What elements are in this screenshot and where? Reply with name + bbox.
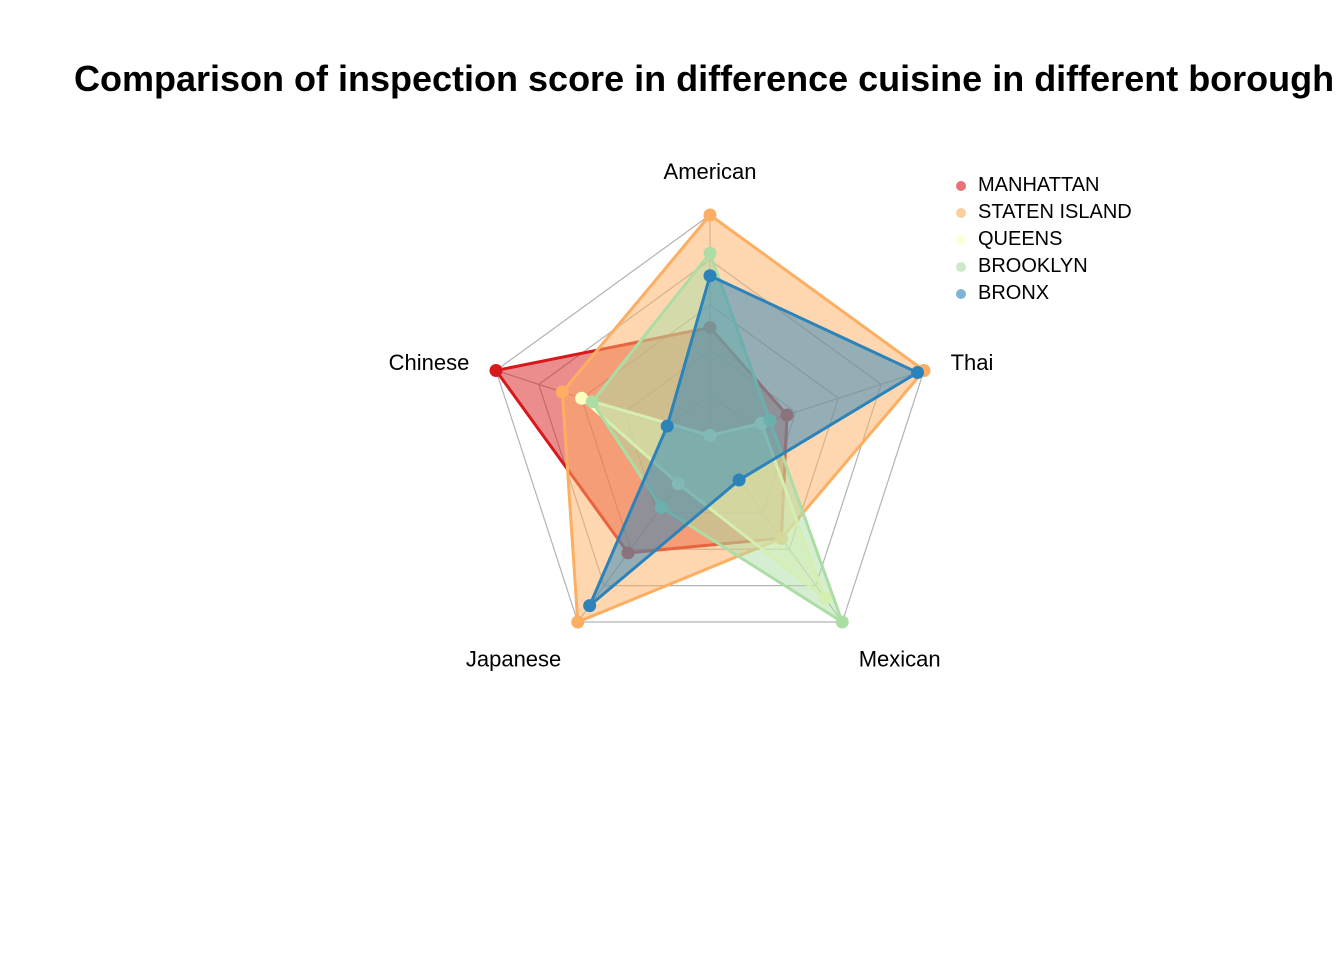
legend-item-staten-island[interactable]: STATEN ISLAND (956, 199, 1132, 226)
axis-label-japanese: Japanese (466, 647, 561, 672)
series-area-bronx (588, 274, 920, 608)
data-point-bronx-american[interactable] (703, 269, 717, 283)
legend-label-bronx: BRONX (978, 282, 1050, 304)
legend-swatch-manhattan (956, 180, 966, 191)
data-point-staten-island-japanese[interactable] (571, 615, 585, 629)
data-point-staten-island-chinese[interactable] (555, 385, 569, 399)
chart-title: Comparison of inspection score in differ… (74, 58, 1335, 99)
data-point-staten-island-american[interactable] (703, 208, 717, 222)
data-point-brooklyn-mexican[interactable] (835, 615, 849, 629)
data-point-bronx-chinese[interactable] (660, 419, 674, 433)
legend-item-queens[interactable]: QUEENS (956, 226, 1132, 253)
axis-label-american: American (664, 159, 757, 184)
legend-item-brooklyn[interactable]: BROOKLYN (956, 253, 1132, 280)
legend: MANHATTAN STATEN ISLAND QUEENS BROOKLYN BRON… (956, 172, 1132, 307)
data-point-queens-chinese[interactable] (575, 391, 589, 405)
axis-labels: American Thai Mexican Japanese Chinese (389, 159, 994, 672)
legend-label-staten-island: STATEN ISLAND (978, 201, 1132, 223)
data-point-brooklyn-chinese[interactable] (585, 395, 599, 409)
data-point-bronx-japanese[interactable] (583, 599, 597, 613)
axis-label-chinese: Chinese (389, 350, 470, 375)
legend-label-queens: QUEENS (978, 228, 1063, 250)
data-point-bronx-thai[interactable] (911, 366, 925, 380)
legend-item-bronx[interactable]: BRONX (956, 280, 1132, 307)
data-point-manhattan-chinese[interactable] (489, 363, 503, 377)
legend-label-manhattan: MANHATTAN (978, 174, 1100, 196)
legend-item-manhattan[interactable]: MANHATTAN (956, 172, 1132, 199)
data-point-bronx-mexican[interactable] (732, 473, 746, 487)
axis-label-thai: Thai (951, 350, 994, 375)
legend-label-brooklyn: BROOKLYN (978, 255, 1088, 277)
legend-swatch-queens (956, 234, 966, 245)
legend-swatch-bronx (956, 288, 966, 299)
axis-label-mexican: Mexican (859, 647, 941, 672)
legend-swatch-brooklyn (956, 261, 966, 272)
legend-swatch-staten-island (956, 207, 966, 218)
data-point-brooklyn-american[interactable] (703, 246, 717, 260)
series-bronx (583, 269, 925, 613)
series-layer (489, 208, 931, 629)
